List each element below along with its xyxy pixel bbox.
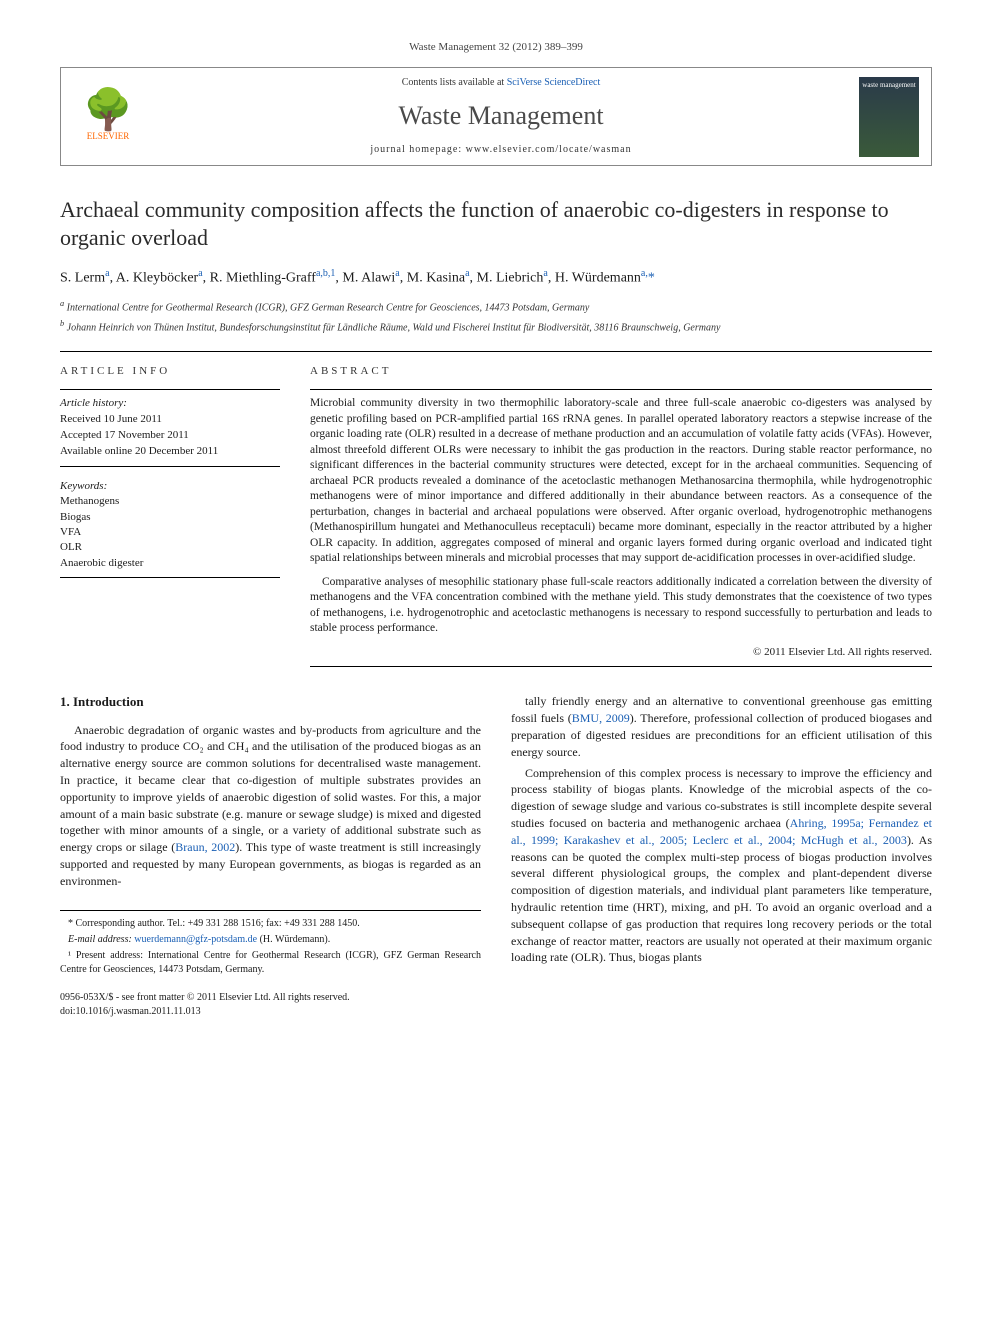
thin-divider <box>310 389 932 390</box>
body-right-p1: tally friendly energy and an alternative… <box>511 693 932 760</box>
contents-prefix: Contents lists available at <box>402 77 507 88</box>
history-online: Available online 20 December 2011 <box>60 444 280 459</box>
homepage-url[interactable]: www.elsevier.com/locate/wasman <box>466 144 632 155</box>
keyword-2: VFA <box>60 525 280 540</box>
section-heading-intro: 1. Introduction <box>60 693 481 711</box>
divider <box>60 351 932 352</box>
sciencedirect-link[interactable]: SciVerse ScienceDirect <box>507 77 601 88</box>
history-label: Article history: <box>60 396 280 411</box>
abstract-column: ABSTRACT Microbial community diversity i… <box>310 364 932 674</box>
keyword-3: OLR <box>60 540 280 555</box>
keyword-0: Methanogens <box>60 494 280 509</box>
affiliation-1: b Johann Heinrich von Thünen Institut, B… <box>60 318 932 335</box>
body-right-column: tally friendly energy and an alternative… <box>511 693 932 1018</box>
abstract-p1: Microbial community diversity in two the… <box>310 396 932 567</box>
publisher-logo: 🌳 ELSEVIER <box>73 77 143 157</box>
footnotes: * Corresponding author. Tel.: +49 331 28… <box>60 910 481 977</box>
thin-divider <box>60 389 280 390</box>
journal-reference: Waste Management 32 (2012) 389–399 <box>60 40 932 55</box>
body-columns: 1. Introduction Anaerobic degradation of… <box>60 693 932 1018</box>
abstract-heading: ABSTRACT <box>310 364 932 379</box>
abstract-text: Microbial community diversity in two the… <box>310 396 932 637</box>
homepage-prefix: journal homepage: <box>370 144 465 155</box>
article-info-heading: ARTICLE INFO <box>60 364 280 379</box>
cover-label: waste management <box>862 81 915 91</box>
elsevier-tree-icon: 🌳 <box>83 90 133 130</box>
email-name: (H. Würdemann). <box>260 934 331 945</box>
email-label: E-mail address: <box>68 934 132 945</box>
contents-line: Contents lists available at SciVerse Sci… <box>159 76 843 90</box>
front-matter-line: 0956-053X/$ - see front matter © 2011 El… <box>60 991 481 1005</box>
footnote-email: E-mail address: wuerdemann@gfz-potsdam.d… <box>60 933 481 947</box>
body-left-column: 1. Introduction Anaerobic degradation of… <box>60 693 481 1018</box>
body-left-p1: Anaerobic degradation of organic wastes … <box>60 722 481 890</box>
affiliation-0: a International Centre for Geothermal Re… <box>60 298 932 315</box>
footnote-corresponding: * Corresponding author. Tel.: +49 331 28… <box>60 917 481 931</box>
keyword-4: Anaerobic digester <box>60 556 280 571</box>
corresponding-email[interactable]: wuerdemann@gfz-potsdam.de <box>134 934 257 945</box>
journal-header: 🌳 ELSEVIER Contents lists available at S… <box>60 67 932 165</box>
thin-divider <box>60 577 280 578</box>
journal-cover-thumbnail: waste management <box>859 77 919 157</box>
journal-name: Waste Management <box>159 98 843 134</box>
history-accepted: Accepted 17 November 2011 <box>60 428 280 443</box>
header-center: Contents lists available at SciVerse Sci… <box>159 76 843 156</box>
author-list: S. Lerma, A. Kleyböckera, R. Miethling-G… <box>60 267 932 288</box>
keyword-1: Biogas <box>60 510 280 525</box>
thin-divider <box>310 666 932 667</box>
abstract-p2: Comparative analyses of mesophilic stati… <box>310 575 932 637</box>
footnote-present-address: ¹ Present address: International Centre … <box>60 949 481 977</box>
body-right-p2: Comprehension of this complex process is… <box>511 765 932 967</box>
doi-block: 0956-053X/$ - see front matter © 2011 El… <box>60 991 481 1019</box>
article-title: Archaeal community composition affects t… <box>60 196 932 253</box>
homepage-line: journal homepage: www.elsevier.com/locat… <box>159 143 843 157</box>
thin-divider <box>60 466 280 467</box>
history-received: Received 10 June 2011 <box>60 412 280 427</box>
publisher-name: ELSEVIER <box>87 130 130 143</box>
article-info-column: ARTICLE INFO Article history: Received 1… <box>60 364 280 674</box>
doi-line: doi:10.1016/j.wasman.2011.11.013 <box>60 1005 481 1019</box>
abstract-copyright: © 2011 Elsevier Ltd. All rights reserved… <box>310 645 932 660</box>
keywords-label: Keywords: <box>60 479 280 494</box>
